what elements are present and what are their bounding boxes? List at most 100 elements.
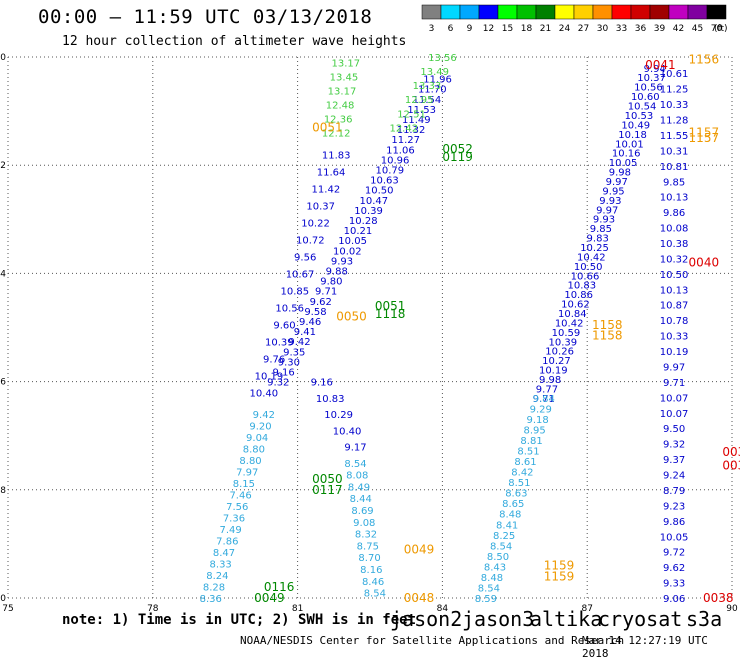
wave-height-point: 7.36 xyxy=(223,514,245,525)
wave-height-point: 9.94 xyxy=(644,64,666,75)
wave-height-point: 9.97 xyxy=(606,177,628,188)
wave-height-point: 10.42 xyxy=(577,252,606,263)
pass-time-label: 0038 xyxy=(722,458,740,472)
pass-time-label: 0116 xyxy=(264,580,295,594)
pass-time-label: 0040 xyxy=(689,256,720,270)
wave-height-point: 10.40 xyxy=(249,388,278,399)
wave-height-point: 8.51 xyxy=(517,447,539,458)
legend-jason3: jason3 xyxy=(462,607,535,631)
wave-height-point: 8.28 xyxy=(203,583,225,594)
wave-height-point: 8.63 xyxy=(505,489,527,500)
wave-height-point: 10.42 xyxy=(555,318,584,329)
wave-height-point: 10.62 xyxy=(561,300,590,311)
wave-height-point: 9.20 xyxy=(249,422,271,433)
credit-line: NOAA/NESDIS Center for Satellite Applica… xyxy=(240,634,625,647)
wave-height-point: 8.81 xyxy=(520,436,542,447)
wave-height-point: 8.42 xyxy=(511,468,533,479)
footnote: note: 1) Time is in UTC; 2) SWH is in fe… xyxy=(62,612,417,628)
wave-height-point: 10.49 xyxy=(621,120,650,131)
wave-height-point: 8.69 xyxy=(351,506,373,517)
pass-time-label: 1118 xyxy=(375,307,406,321)
wave-height-point: 11.06 xyxy=(386,145,415,156)
wave-height-point: 8.36 xyxy=(200,594,222,605)
wave-height-point: 10.47 xyxy=(360,196,389,207)
wave-height-point: 10.21 xyxy=(344,226,373,237)
pass-time-label: 0051 xyxy=(312,120,343,134)
legend-swatch xyxy=(706,4,727,20)
wave-height-point: 10.56 xyxy=(275,303,304,314)
wave-height-point: 8.54 xyxy=(364,589,386,600)
wave-height-point: 11.96 xyxy=(423,75,452,86)
wave-height-point: 11.70 xyxy=(418,85,447,96)
wave-height-point: 10.02 xyxy=(333,246,362,257)
wave-height-point: 9.71 xyxy=(663,378,685,389)
wave-height-point: 10.37 xyxy=(637,73,666,84)
wave-height-point: 10.83 xyxy=(568,281,597,292)
wave-height-point: 9.76 xyxy=(263,354,285,365)
wave-height-point: 10.81 xyxy=(660,162,689,173)
wave-height-point: 10.39 xyxy=(548,337,577,348)
wave-height-point: 7.97 xyxy=(236,468,258,479)
legend-label: 30 xyxy=(597,24,609,34)
pass-time-label: 0050 xyxy=(336,310,367,324)
wave-height-point: 11.42 xyxy=(312,184,341,195)
legend-swatch xyxy=(535,4,556,20)
wave-height-point: 9.24 xyxy=(663,471,685,482)
wave-height-point: 8.54 xyxy=(478,583,500,594)
y-tick-label: -28 xyxy=(0,486,6,496)
wave-height-point: 9.83 xyxy=(587,234,609,245)
legend-label: 33 xyxy=(616,24,627,34)
wave-height-point: 13.33 xyxy=(413,81,442,92)
wave-height-point: 8.16 xyxy=(360,565,382,576)
legend-swatch xyxy=(573,4,594,20)
wave-height-point: 8.48 xyxy=(481,573,503,584)
wave-height-point: 10.63 xyxy=(370,176,399,187)
wave-height-point: 9.71 xyxy=(533,394,555,405)
chart-title: 00:00 – 11:59 UTC 03/13/2018 xyxy=(38,6,373,28)
legend-label: 70 xyxy=(711,24,723,34)
wave-height-point: 10.72 xyxy=(296,235,325,246)
legend-swatch xyxy=(459,4,480,20)
wave-height-point: 8.41 xyxy=(496,520,518,531)
wave-height-point: 8.61 xyxy=(514,457,536,468)
wave-height-point: 11.83 xyxy=(322,150,351,161)
wave-height-point: 10.53 xyxy=(625,111,654,122)
wave-height-point: 10.96 xyxy=(381,155,410,166)
legend-cryosat: cryosat xyxy=(598,607,683,631)
wave-height-point: 10.27 xyxy=(542,356,571,367)
legend-label: 18 xyxy=(521,24,533,34)
wave-height-point: 10.25 xyxy=(580,243,609,254)
wave-height-point: 9.50 xyxy=(663,424,685,435)
legend-label: 3 xyxy=(429,24,435,34)
wave-height-point: 10.22 xyxy=(301,218,330,229)
wave-height-point: 8.54 xyxy=(490,541,512,552)
pass-time-label: 1157 xyxy=(689,126,720,140)
y-tick-label: -20 xyxy=(0,53,6,63)
wave-height-point: 9.56 xyxy=(294,252,316,263)
legend-swatch xyxy=(421,4,442,20)
wave-height-point: 10.33 xyxy=(660,100,689,111)
wave-height-point: 10.19 xyxy=(255,371,284,382)
wave-height-point: 11.25 xyxy=(660,85,689,96)
pass-time-label: 0050 xyxy=(312,472,343,486)
legend-label: 21 xyxy=(540,24,551,34)
wave-height-point: 10.05 xyxy=(338,236,367,247)
legend-label: 12 xyxy=(483,24,494,34)
x-tick-label: 87 xyxy=(581,604,592,614)
pass-time-label: 0049 xyxy=(404,542,435,556)
wave-height-point: 10.13 xyxy=(660,285,689,296)
pass-time-label: 1159 xyxy=(544,569,575,583)
wave-height-point: 7.56 xyxy=(226,502,248,513)
wave-height-point: 9.98 xyxy=(539,375,561,386)
wave-height-point: 9.98 xyxy=(609,168,631,179)
wave-height-point: 9.86 xyxy=(663,208,685,219)
wave-height-point: 9.97 xyxy=(596,205,618,216)
legend-label: 39 xyxy=(654,24,666,34)
wave-height-point: 8.80 xyxy=(239,456,261,467)
wave-height-point: 7.49 xyxy=(219,525,241,536)
wave-height-point: 9.32 xyxy=(663,440,685,451)
wave-height-point: 12.95 xyxy=(405,95,434,106)
legend-swatch xyxy=(478,4,499,20)
legend-swatch xyxy=(668,4,689,20)
